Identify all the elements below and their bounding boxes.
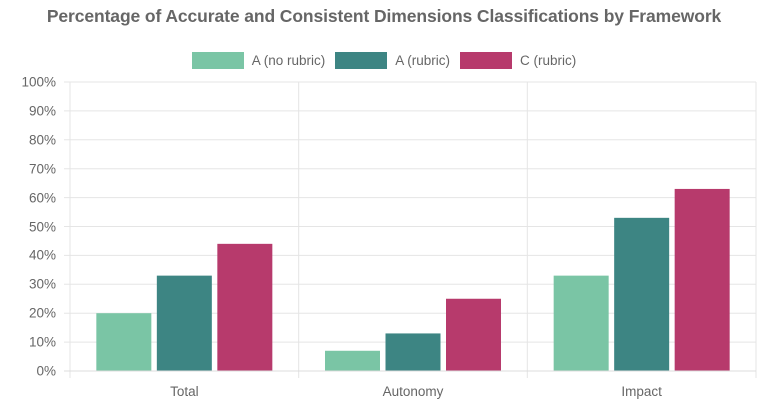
y-tick-label: 60%: [28, 190, 56, 206]
chart-title: Percentage of Accurate and Consistent Di…: [46, 6, 722, 26]
bar[interactable]: [96, 313, 152, 371]
y-tick-label: 40%: [28, 247, 56, 263]
legend-label: A (rubric): [395, 53, 451, 68]
y-tick-label: 10%: [28, 334, 56, 350]
bar[interactable]: [446, 298, 501, 371]
legend-swatch: [191, 52, 244, 69]
bar[interactable]: [385, 333, 441, 371]
y-tick-label: 80%: [28, 132, 56, 148]
bar[interactable]: [217, 243, 273, 371]
y-tick-label: 20%: [28, 305, 56, 321]
y-tick-label: 0%: [36, 363, 56, 379]
x-tick-label: Autonomy: [382, 384, 444, 399]
y-tick-label: 90%: [28, 103, 56, 119]
chart-legend: A (no rubric) A (rubric) C (rubric): [0, 52, 768, 69]
legend-item-c-rubric[interactable]: C (rubric): [460, 52, 576, 69]
x-tick-label: Total: [170, 384, 199, 399]
bar[interactable]: [156, 275, 212, 371]
y-tick-label: 70%: [28, 161, 56, 177]
x-tick-label: Impact: [621, 384, 662, 399]
legend-item-a-no-rubric[interactable]: A (no rubric): [191, 52, 326, 69]
legend-swatch: [460, 52, 513, 69]
y-tick-label: 30%: [28, 276, 56, 292]
bar[interactable]: [674, 188, 730, 371]
y-tick-label: 50%: [28, 219, 56, 234]
legend-swatch: [335, 52, 388, 69]
y-tick-label: 100%: [21, 74, 56, 90]
legend-label: C (rubric): [520, 53, 577, 68]
legend-label: A (no rubric): [251, 53, 326, 68]
bar[interactable]: [325, 350, 380, 371]
legend-item-a-rubric[interactable]: A (rubric): [335, 52, 450, 69]
bar[interactable]: [614, 217, 670, 371]
bar[interactable]: [553, 275, 609, 371]
